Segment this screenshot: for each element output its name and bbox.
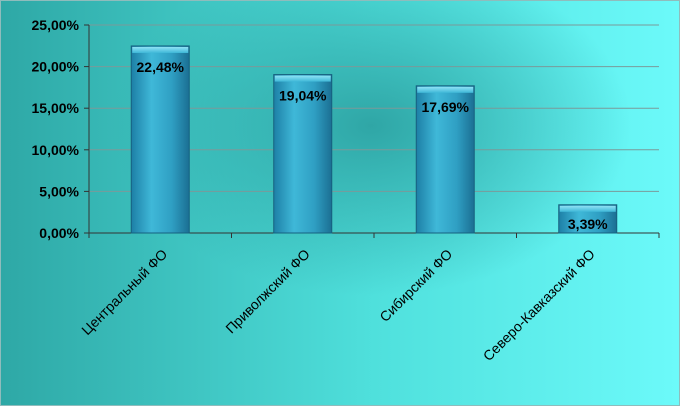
bar-body	[415, 85, 475, 234]
bar-body	[130, 45, 190, 234]
y-axis-tick-labels: 0,00% 5,00% 10,00% 15,00% 20,00% 25,00%	[32, 17, 80, 241]
data-labels: 22,48% 19,04% 17,69% 3,39%	[137, 59, 609, 232]
data-label: 19,04%	[279, 88, 327, 104]
bar	[273, 74, 333, 234]
x-category-label: Центральный ФО	[78, 246, 170, 338]
bar	[130, 45, 190, 234]
bar-body	[273, 74, 333, 234]
y-tick-label: 15,00%	[32, 100, 80, 116]
bar	[558, 204, 618, 234]
y-tick-label: 20,00%	[32, 59, 80, 75]
bar-top-highlight	[559, 205, 616, 212]
y-tick-label: 25,00%	[32, 17, 80, 33]
y-tick-label: 0,00%	[39, 225, 79, 241]
x-category-label: Приволжский ФО	[222, 246, 313, 337]
y-tick-label: 10,00%	[32, 142, 80, 158]
x-category-label: Сибирский ФО	[376, 246, 455, 325]
data-label: 22,48%	[137, 59, 185, 75]
bar-top-highlight	[417, 86, 474, 93]
bar-top-highlight	[274, 75, 331, 82]
bar-top-highlight	[132, 46, 189, 53]
data-label: 17,69%	[422, 99, 470, 115]
data-label: 3,39%	[568, 216, 608, 232]
bar	[415, 85, 475, 234]
x-category-label: Северо-Кавказский ФО	[480, 246, 598, 364]
y-tick-label: 5,00%	[39, 183, 79, 199]
bars	[130, 45, 618, 234]
x-axis-category-labels: Центральный ФО Приволжский ФО Сибирский ФО…	[78, 246, 598, 364]
